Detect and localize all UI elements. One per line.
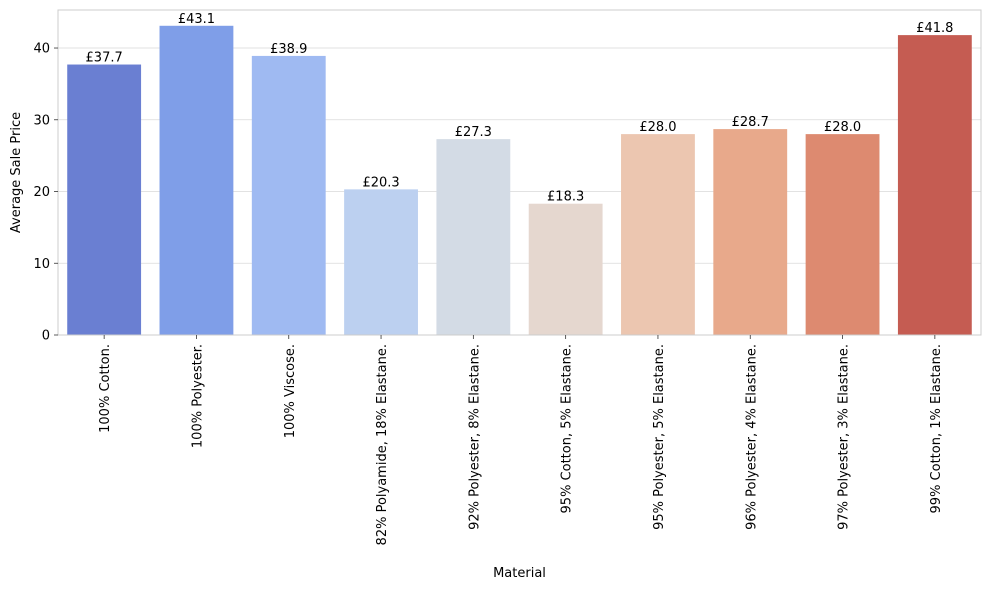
x-tick-label: 96% Polyester, 4% Elastane. (744, 344, 759, 530)
bar-value-label: £27.3 (455, 125, 492, 140)
bar-value-label: £37.7 (86, 51, 123, 66)
y-axis-label: Average Sale Price (9, 112, 24, 233)
bar (436, 139, 511, 335)
x-tick-label: 100% Polyester. (190, 344, 205, 448)
x-tick-label: 92% Polyester, 8% Elastane. (467, 344, 482, 530)
plot-frame (57, 9, 982, 336)
bar-value-label: £28.0 (824, 120, 861, 135)
bar-value-label: £20.3 (362, 175, 399, 190)
x-tick-label: 100% Viscose. (283, 344, 298, 438)
bar-value-label: £38.9 (270, 42, 307, 57)
y-tick-label: 10 (33, 257, 50, 272)
data-labels: £37.7 £43.1 £38.9 £20.3 £27.3 £18.3 £28.0 £28.7… (86, 12, 954, 205)
x-tick-label: 82% Polyamide, 18% Elastane. (375, 344, 390, 545)
bar-value-label: £28.0 (639, 120, 676, 135)
bar (897, 35, 972, 335)
bar (159, 25, 234, 336)
bar (344, 189, 418, 335)
x-axis-label: Material (493, 566, 546, 581)
bar (528, 203, 603, 335)
x-tick-label: 100% Cotton. (98, 344, 113, 433)
bar (713, 129, 788, 335)
bar (805, 134, 880, 335)
x-axis-ticks: 100% Cotton. 100% Polyester. 100% Viscose.… (98, 335, 944, 545)
bar-value-label: £28.7 (732, 115, 769, 130)
bar (621, 134, 695, 335)
bar-value-label: £18.3 (547, 190, 584, 205)
y-tick-label: 30 (33, 113, 50, 128)
bar (67, 64, 142, 335)
bar-value-label: £41.8 (916, 21, 953, 36)
x-tick-label: 99% Cotton, 1% Elastane. (929, 344, 944, 513)
bar (251, 55, 326, 336)
x-tick-label: 95% Polyester, 5% Elastane. (652, 344, 667, 530)
y-axis-ticks: 0 10 20 30 40 (33, 42, 58, 344)
x-tick-label: 97% Polyester, 3% Elastane. (837, 344, 852, 530)
bars (67, 25, 972, 336)
bar-value-label: £43.1 (178, 12, 215, 27)
y-tick-label: 0 (42, 329, 50, 344)
y-tick-label: 40 (33, 42, 50, 57)
x-tick-label: 95% Cotton, 5% Elastane. (560, 344, 575, 513)
y-tick-label: 20 (33, 185, 50, 200)
